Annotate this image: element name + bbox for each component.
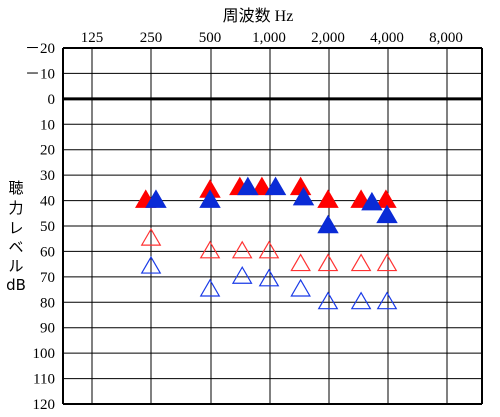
- x-tick-label: 1,000: [252, 30, 286, 46]
- x-tick-label: 8,000: [429, 30, 463, 46]
- filled-triangle-marker: [376, 204, 398, 224]
- open-triangle-marker: [376, 253, 398, 272]
- open-triangle-marker: [350, 291, 372, 310]
- filled-triangle-marker: [317, 189, 339, 208]
- filled-triangle-marker: [264, 176, 287, 196]
- open-triangle-marker: [290, 278, 311, 297]
- filled-triangle-marker: [237, 176, 259, 196]
- data-markers: [135, 176, 398, 310]
- y-tick-label: －20: [25, 41, 55, 57]
- filled-triangle-marker: [292, 186, 315, 206]
- y-tick-label: 90: [40, 321, 55, 337]
- open-triangle-marker: [376, 291, 398, 310]
- open-triangle-marker: [140, 227, 162, 246]
- filled-triangle-marker: [145, 189, 167, 208]
- filled-triangle-marker: [361, 191, 383, 211]
- filled-triangle-marker: [199, 189, 221, 208]
- y-axis-label-part: dB: [6, 276, 26, 294]
- y-tick-label: 80: [40, 295, 55, 311]
- filled-triangle-marker: [317, 214, 339, 234]
- x-axis-tick-labels: 125 250 500 1,000 2,000 4,000 8,000: [81, 30, 463, 46]
- y-tick-label: 110: [33, 372, 55, 388]
- open-triangle-marker: [199, 240, 221, 259]
- y-axis-label-part: レ: [8, 219, 23, 237]
- y-axis-label-part: ル: [8, 257, 23, 275]
- open-triangle-marker: [317, 253, 339, 272]
- open-triangle-marker: [317, 291, 339, 310]
- open-triangle-marker: [231, 266, 253, 284]
- x-tick-label: 250: [140, 30, 163, 46]
- x-tick-label: 125: [81, 30, 104, 46]
- open-triangle-marker: [350, 253, 372, 272]
- x-tick-label: 2,000: [311, 30, 345, 46]
- y-tick-label: 40: [40, 194, 55, 210]
- y-tick-label: 20: [40, 143, 55, 159]
- y-tick-label: 10: [40, 117, 55, 133]
- open-triangle-marker: [140, 255, 162, 274]
- chart-title: 周波数 Hz: [223, 7, 294, 25]
- x-tick-label: 4,000: [370, 30, 404, 46]
- open-triangle-marker: [258, 240, 280, 259]
- y-axis-label-part: 力: [8, 199, 23, 217]
- y-tick-label: 50: [40, 219, 55, 235]
- chart-grid: [62, 47, 483, 405]
- open-triangle-marker: [231, 240, 253, 259]
- filled-triangle-marker: [251, 176, 273, 196]
- x-tick-label: 500: [199, 30, 222, 46]
- y-axis-tick-labels: －20 －10 0 10 20 30 40 50 60 70 80 90 100 110 120: [25, 41, 55, 413]
- y-tick-label: 70: [40, 270, 55, 286]
- y-tick-label: 0: [48, 92, 56, 108]
- y-axis-label-part: 聴: [8, 179, 23, 197]
- y-axis-label-part: ベ: [8, 238, 23, 256]
- y-tick-label: 100: [33, 346, 56, 362]
- y-tick-label: －10: [25, 66, 55, 82]
- y-tick-label: 60: [40, 244, 55, 260]
- open-triangle-marker: [258, 268, 280, 287]
- y-tick-label: 30: [40, 168, 55, 184]
- open-triangle-marker: [199, 278, 221, 297]
- open-triangle-marker: [290, 253, 311, 272]
- y-tick-label: 120: [33, 397, 56, 413]
